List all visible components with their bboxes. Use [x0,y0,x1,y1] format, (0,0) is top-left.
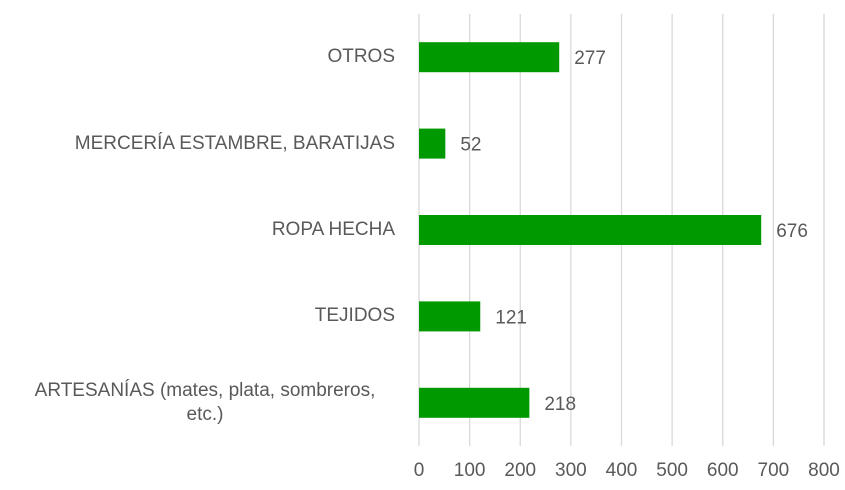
x-tick-label: 400 [606,460,638,481]
bar [419,387,530,418]
data-label: 277 [574,48,606,69]
data-label: 52 [460,135,481,156]
data-label: 218 [544,394,576,415]
data-label: 676 [776,221,808,242]
category-label: ROPA HECHA [271,219,395,240]
category-label: ARTESANÍAS (mates, plata, sombreros, etc… [34,379,376,425]
bar [419,42,560,73]
bar [419,301,481,332]
x-tick-label: 700 [758,460,790,481]
x-tick-label: 300 [555,460,587,481]
x-tick-label: 800 [808,460,840,481]
bar [419,215,762,245]
x-tick-label: 500 [656,460,688,481]
x-tick-label: 100 [454,460,486,481]
category-label: MERCERÍA ESTAMBRE, BARATIJAS [74,132,395,154]
x-tick-label: 0 [414,460,425,481]
bar [419,128,446,159]
x-tick-label: 600 [707,460,739,481]
category-label: OTROS [327,46,395,68]
data-label: 121 [495,307,527,328]
category-label: TEJIDOS [314,305,395,327]
x-tick-label: 200 [504,460,536,481]
